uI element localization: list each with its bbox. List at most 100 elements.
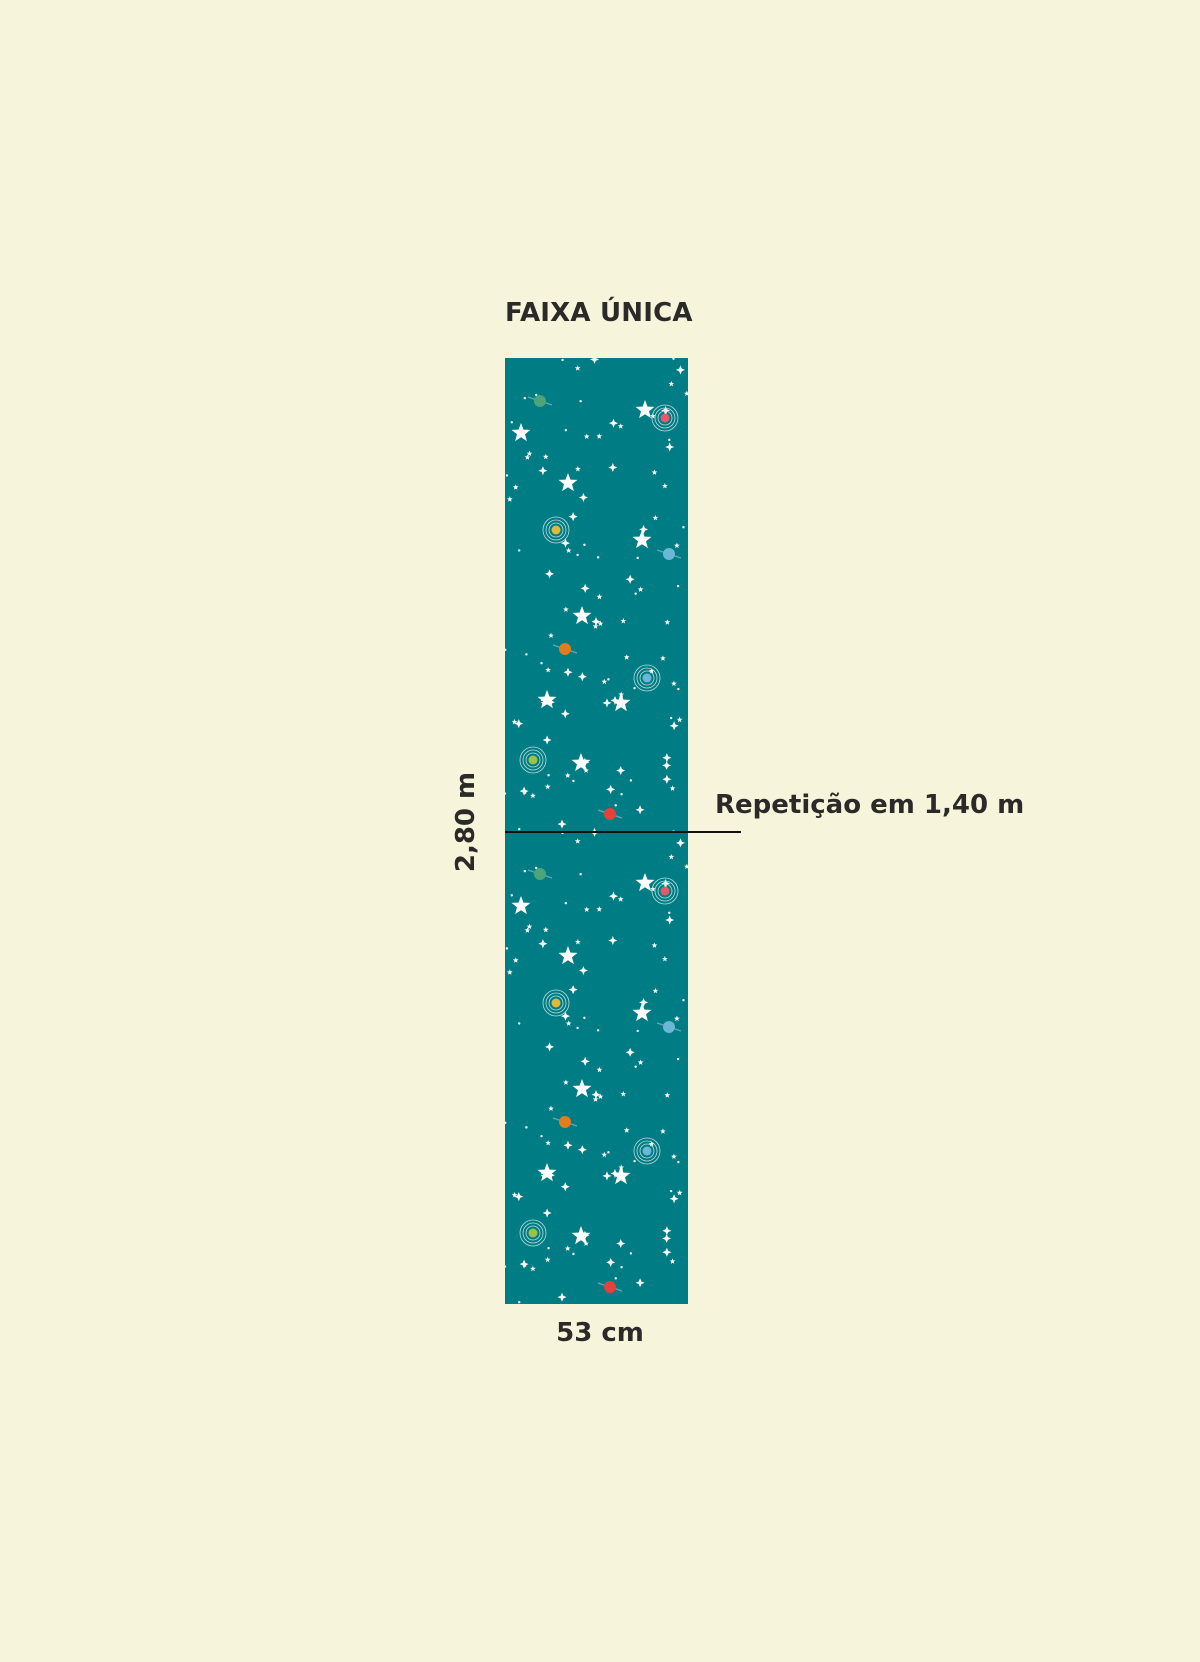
small-star xyxy=(542,453,549,460)
planet xyxy=(604,1281,616,1293)
planet-orbit xyxy=(545,992,567,1014)
star-dot xyxy=(672,358,675,360)
planet-orbit xyxy=(639,1143,655,1159)
star-dot xyxy=(505,474,509,477)
big-star xyxy=(537,1163,557,1182)
planet xyxy=(559,643,571,655)
small-star xyxy=(664,619,671,625)
small-star xyxy=(530,792,536,799)
planet-orbit xyxy=(636,1140,658,1162)
small-star xyxy=(671,680,677,687)
panel-title: FAIXA ÚNICA xyxy=(505,298,693,328)
star-dot xyxy=(633,686,636,690)
small-star xyxy=(661,879,671,888)
small-star xyxy=(649,413,656,419)
small-star xyxy=(580,583,590,593)
small-star xyxy=(669,1258,676,1264)
star-dot xyxy=(596,556,600,559)
small-star xyxy=(596,593,603,600)
big-star xyxy=(632,1003,652,1022)
planet-orbit xyxy=(639,670,655,686)
planet-orbit xyxy=(525,752,541,768)
star-dot xyxy=(579,873,582,876)
small-star xyxy=(684,863,688,869)
small-star xyxy=(583,433,590,439)
small-star xyxy=(575,939,581,945)
star-dot xyxy=(518,828,521,831)
small-star xyxy=(669,721,679,731)
planet-orbit xyxy=(657,883,673,899)
small-star xyxy=(662,1247,672,1257)
small-star xyxy=(514,719,524,729)
small-star xyxy=(637,1059,644,1065)
small-star xyxy=(542,735,552,745)
star-dot xyxy=(583,1016,586,1020)
small-star xyxy=(635,1278,645,1288)
small-star xyxy=(608,463,618,472)
star-dot xyxy=(607,1151,610,1154)
small-star xyxy=(526,923,533,930)
small-star xyxy=(561,1011,570,1021)
planet-orbit xyxy=(633,664,661,692)
star-dot xyxy=(505,947,509,950)
star-dot xyxy=(523,869,527,873)
planet xyxy=(642,1146,652,1156)
planet xyxy=(551,998,561,1008)
planet-orbit xyxy=(633,1137,661,1165)
small-star xyxy=(548,1105,554,1111)
small-star xyxy=(597,1093,604,1099)
small-star xyxy=(620,1091,627,1097)
planet-orbit xyxy=(542,989,570,1017)
small-star xyxy=(651,942,658,948)
big-star xyxy=(537,690,557,709)
planet xyxy=(528,1228,538,1238)
big-star xyxy=(571,753,591,772)
small-star xyxy=(665,442,675,452)
small-star xyxy=(601,1151,608,1158)
star-dot xyxy=(540,1134,543,1138)
planet xyxy=(559,1116,571,1128)
big-star xyxy=(511,896,531,915)
small-star xyxy=(608,936,618,945)
small-star xyxy=(563,1140,573,1150)
small-star xyxy=(506,496,513,502)
star-dot xyxy=(576,553,579,557)
planet xyxy=(551,525,561,535)
small-star xyxy=(545,569,554,579)
small-star xyxy=(625,1047,635,1057)
big-star xyxy=(611,693,631,712)
planet-orbit xyxy=(657,410,673,426)
star-dot xyxy=(505,792,507,795)
small-star xyxy=(563,667,573,677)
big-star xyxy=(571,1226,591,1245)
big-star xyxy=(611,1166,631,1185)
planet-orbit xyxy=(519,746,547,774)
small-star xyxy=(544,783,551,790)
star-dot xyxy=(518,1022,521,1025)
small-star xyxy=(668,381,675,387)
small-star xyxy=(684,390,688,396)
small-star xyxy=(511,718,518,725)
star-dot xyxy=(561,358,564,362)
small-star xyxy=(674,1015,680,1022)
planet xyxy=(642,673,652,683)
star-dot xyxy=(579,400,582,403)
small-star xyxy=(545,1042,554,1052)
star-dot xyxy=(576,1026,579,1030)
small-star xyxy=(676,365,685,375)
star-dot xyxy=(510,421,513,424)
small-star xyxy=(623,654,630,660)
planet xyxy=(663,1021,675,1033)
star-dot xyxy=(572,1252,575,1256)
star-dot xyxy=(518,1301,521,1304)
small-star xyxy=(662,483,668,489)
star-dot xyxy=(668,911,671,915)
small-star xyxy=(668,854,675,860)
star-dot xyxy=(636,1029,639,1033)
small-star xyxy=(557,1292,567,1302)
big-star xyxy=(635,873,655,892)
star-dot xyxy=(525,653,528,656)
star-dot xyxy=(505,1265,507,1268)
star-dot xyxy=(505,648,507,651)
small-star xyxy=(511,1191,518,1198)
